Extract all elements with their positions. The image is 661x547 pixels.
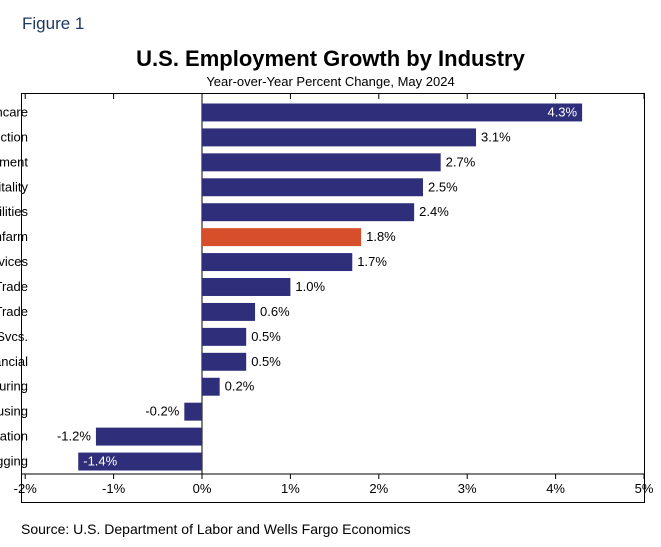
- x-tick-label: 5%: [635, 481, 654, 496]
- chart-title: U.S. Employment Growth by Industry: [0, 46, 661, 72]
- value-label: 4.3%: [547, 104, 577, 119]
- category-label: Utilities: [0, 204, 28, 219]
- x-tick-label: -2%: [14, 481, 38, 496]
- category-label: Mining & Logging: [0, 454, 28, 469]
- value-label: 1.0%: [295, 279, 325, 294]
- value-label: 0.5%: [251, 354, 281, 369]
- bar: [202, 303, 255, 321]
- category-label: Construction: [0, 129, 28, 144]
- value-label: 1.8%: [366, 229, 396, 244]
- bar: [96, 428, 202, 446]
- category-label: Government: [0, 154, 28, 169]
- bar: [202, 128, 476, 146]
- value-label: 3.1%: [481, 129, 511, 144]
- x-tick-label: 1%: [281, 481, 300, 496]
- category-label: Prof. & Business Svcs.: [0, 329, 28, 344]
- value-label: 0.2%: [225, 379, 255, 394]
- bar: [202, 353, 246, 371]
- x-tick-label: 4%: [546, 481, 565, 496]
- category-label: Trans. & Warehousing: [0, 404, 28, 419]
- x-tick-label: -1%: [102, 481, 126, 496]
- category-label: Educ. & Healthcare: [0, 104, 28, 119]
- category-label: Total Nonfarm: [0, 229, 28, 244]
- category-label: Wholesale Trade: [0, 279, 28, 294]
- category-label: Manufacturing: [0, 379, 28, 394]
- value-label: 2.7%: [446, 154, 476, 169]
- x-tick-label: 3%: [458, 481, 477, 496]
- employment-chart-page: Figure 1 U.S. Employment Growth by Indus…: [0, 0, 661, 547]
- bar: [184, 403, 202, 421]
- value-label: 2.5%: [428, 179, 458, 194]
- chart-subtitle: Year-over-Year Percent Change, May 2024: [0, 74, 661, 89]
- value-label: 0.6%: [260, 304, 290, 319]
- bar: [202, 278, 290, 296]
- category-label: Information: [0, 429, 28, 444]
- value-label: 1.7%: [357, 254, 387, 269]
- chart-plot-area: -2%-1%0%1%2%3%4%5%Educ. & Healthcare4.3%…: [21, 93, 645, 503]
- value-label: -1.4%: [83, 454, 117, 469]
- value-label: -1.2%: [57, 429, 91, 444]
- category-label: Financial: [0, 354, 28, 369]
- bar: [202, 378, 220, 396]
- bar: [202, 228, 361, 246]
- chart-svg: -2%-1%0%1%2%3%4%5%Educ. & Healthcare4.3%…: [22, 94, 644, 502]
- value-label: -0.2%: [145, 404, 179, 419]
- bar: [202, 328, 246, 346]
- category-label: Retail Trade: [0, 304, 28, 319]
- figure-label: Figure 1: [22, 14, 84, 34]
- bar: [202, 103, 582, 121]
- category-label: Leisure & Hospitality: [0, 179, 28, 194]
- x-tick-label: 2%: [369, 481, 388, 496]
- bar: [202, 178, 423, 196]
- bar: [202, 153, 441, 171]
- bar: [202, 203, 414, 221]
- category-label: Other Services: [0, 254, 28, 269]
- x-tick-label: 0%: [193, 481, 212, 496]
- chart-source: Source: U.S. Department of Labor and Wel…: [21, 521, 411, 537]
- value-label: 2.4%: [419, 204, 449, 219]
- value-label: 0.5%: [251, 329, 281, 344]
- bar: [202, 253, 352, 271]
